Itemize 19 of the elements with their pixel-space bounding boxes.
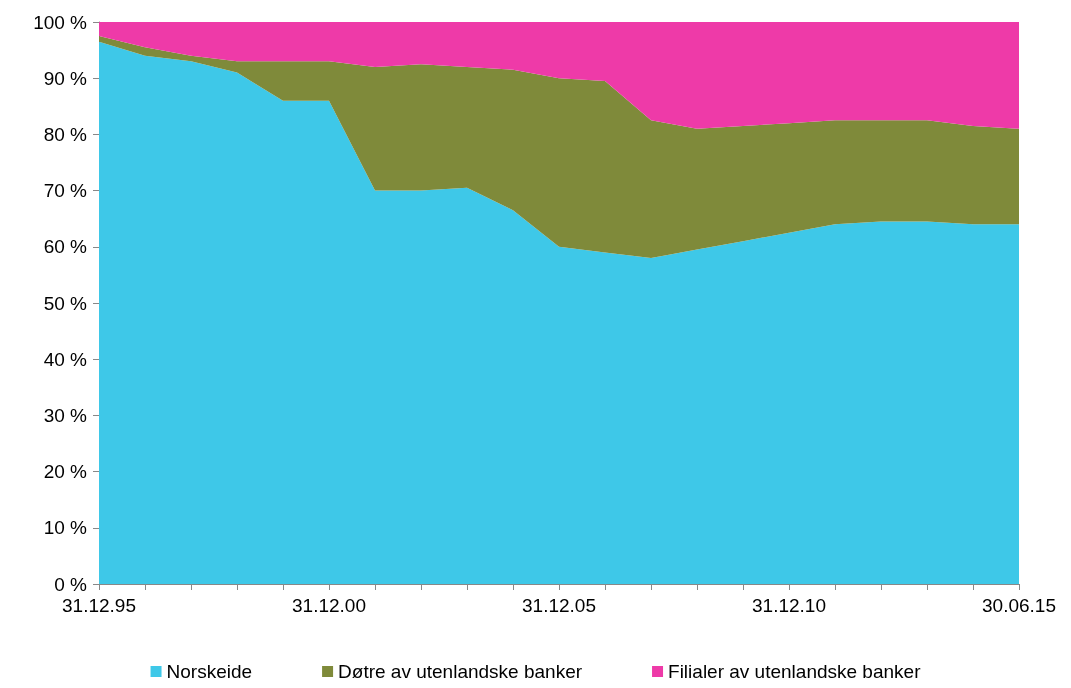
y-tick-label: 50 % (43, 292, 88, 314)
legend-label: Filialer av utenlandske banker (668, 661, 922, 682)
x-tick-label: 31.12.05 (522, 595, 596, 616)
y-tick-label: 60 % (43, 236, 88, 258)
y-tick-label: 70 % (43, 180, 88, 202)
y-tick-label: 80 % (43, 123, 88, 145)
x-tick-label: 30.06.15 (982, 595, 1056, 616)
legend-label: Norskeide (166, 661, 253, 682)
y-tick-label: 40 % (43, 348, 88, 370)
x-tick-label: 31.12.00 (292, 595, 366, 616)
y-tick-label: 100 % (33, 11, 88, 33)
y-tick-label: 0 % (54, 573, 88, 595)
y-tick-label: 30 % (43, 404, 88, 426)
x-tick-label: 31.12.10 (752, 595, 826, 616)
y-tick-label: 10 % (43, 517, 88, 539)
y-tick-label: 20 % (43, 461, 88, 483)
y-tick-label: 90 % (43, 67, 88, 89)
legend-label: Døtre av utenlandske banker (338, 661, 583, 682)
x-tick-label: 31.12.95 (62, 595, 136, 616)
